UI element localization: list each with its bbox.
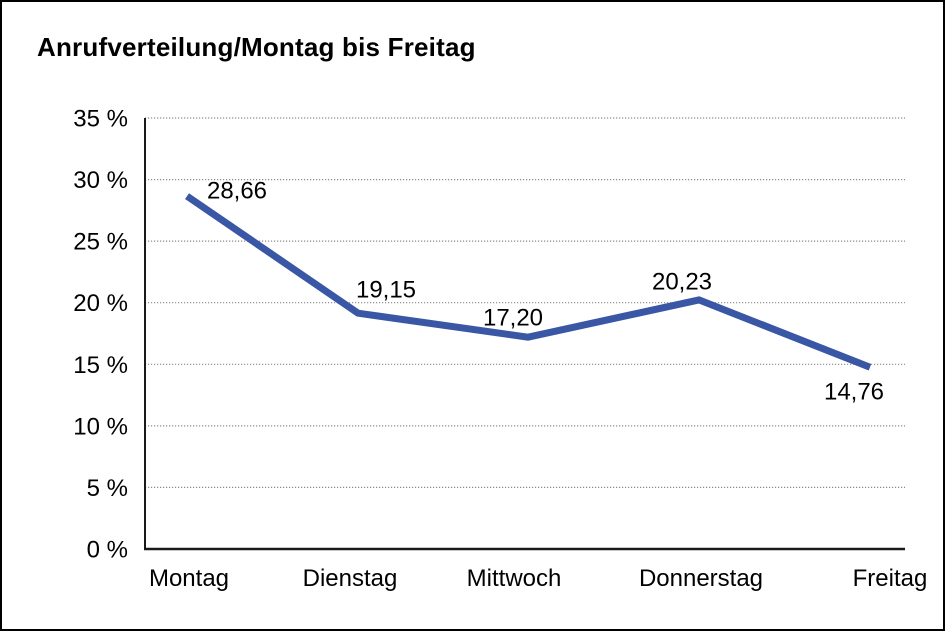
- y-axis-tick-label: 15 %: [73, 352, 128, 379]
- x-axis-category-label: Freitag: [853, 565, 928, 592]
- y-axis-tick-label: 20 %: [73, 290, 128, 317]
- data-line: [185, 193, 872, 371]
- data-point-label: 19,15: [356, 277, 416, 304]
- y-axis-tick-label: 30 %: [73, 167, 128, 194]
- y-axis-tick-label: 10 %: [73, 413, 128, 440]
- chart-title: Anrufverteilung/Montag bis Freitag: [37, 32, 476, 62]
- data-point-label: 20,23: [652, 268, 712, 295]
- data-point-label: 28,66: [207, 178, 267, 205]
- y-axis-tick-label: 0 %: [87, 537, 128, 564]
- data-point-label: 14,76: [824, 379, 884, 406]
- x-axis-category-label: Dienstag: [303, 565, 398, 592]
- y-axis-tick-label: 5 %: [87, 475, 128, 502]
- y-axis-tick-label: 25 %: [73, 229, 128, 256]
- x-axis-category-label: Mittwoch: [467, 565, 562, 592]
- y-axis-tick-label: 35 %: [73, 106, 128, 133]
- x-axis-category-label: Donnerstag: [639, 565, 763, 592]
- data-point-label: 17,20: [483, 305, 543, 332]
- x-axis-category-label: Montag: [149, 565, 229, 592]
